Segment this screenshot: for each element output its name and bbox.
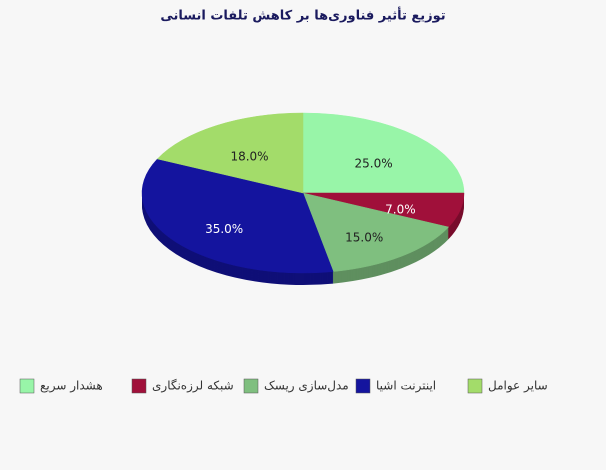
pie-slice [302,112,465,194]
legend-swatch [19,378,35,394]
pie-slice [156,112,304,194]
legend-label: شبکه لرزه‌نگاری [152,379,234,394]
value-label: 15.0% [345,231,383,245]
legend-swatch [243,378,259,394]
legend-swatch [467,378,483,394]
legend-label: اینترنت اشیا [376,379,436,394]
value-label: 18.0% [230,150,268,164]
legend-swatch [355,378,371,394]
pie-slice [302,192,450,272]
value-label: 35.0% [205,222,243,236]
value-label: 25.0% [355,156,393,170]
legend-swatch [131,378,147,394]
value-label: 7.0% [385,202,416,216]
legend-label: مدل‌سازی ریسک [264,379,349,394]
pie-slice [141,158,334,274]
chart-title: توزیع تأثیر فناوری‌ها بر کاهش تلفات انسا… [160,7,445,24]
legend-label: سایر عوامل [488,379,548,394]
legend-label: هشدار سریع [40,379,103,394]
